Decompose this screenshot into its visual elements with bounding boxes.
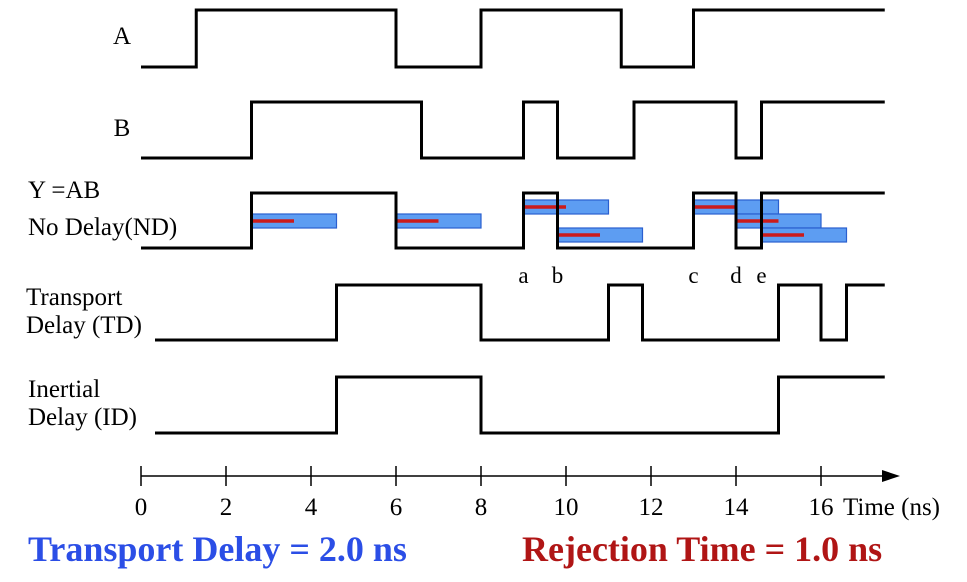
waveform-3 xyxy=(155,283,885,342)
axis-tick-label-2: 4 xyxy=(305,494,318,521)
axis-arrow-icon xyxy=(882,470,900,482)
axis-tick-label-6: 12 xyxy=(639,494,664,521)
axis-tick-label-3: 6 xyxy=(390,494,403,521)
signal-label-3-0: Transport xyxy=(26,284,122,311)
signal-label-2-0: Y =AB xyxy=(28,177,100,204)
axis-tick-label-4: 8 xyxy=(475,494,488,521)
waveform-4 xyxy=(155,375,885,435)
axis-label: Time (ns) xyxy=(843,494,940,521)
signal-label-1-0: B xyxy=(114,115,131,142)
delay-bars xyxy=(250,199,848,243)
event-label-d: d xyxy=(730,263,742,288)
signal-label-0-0: A xyxy=(113,23,131,50)
axis-tick-label-1: 2 xyxy=(220,494,233,521)
waveform-2 xyxy=(141,191,885,250)
axis-tick-label-5: 10 xyxy=(554,494,579,521)
signal-label-4-0: Inertial xyxy=(28,376,100,403)
transport-delay-caption: Transport Delay = 2.0 ns xyxy=(28,529,407,569)
time-axis: 0 2 4 6 8 10 12 14 16 Time (ns) xyxy=(135,466,940,521)
signal-label-4-1: Delay (ID) xyxy=(28,404,137,431)
waveforms xyxy=(141,8,885,435)
waveform-0 xyxy=(141,8,885,69)
axis-tick-label-7: 14 xyxy=(724,494,750,521)
axis-tick-label-0: 0 xyxy=(135,494,148,521)
rejection-time-caption: Rejection Time = 1.0 ns xyxy=(522,529,883,569)
axis-tick-label-8: 16 xyxy=(809,494,834,521)
event-label-c: c xyxy=(688,263,698,288)
event-label-a: a xyxy=(518,263,528,288)
waveform-1 xyxy=(141,100,885,160)
event-label-e: e xyxy=(756,263,766,288)
signal-label-2-1: No Delay(ND) xyxy=(28,214,177,241)
signal-label-3-1: Delay (TD) xyxy=(26,312,142,339)
event-label-b: b xyxy=(552,263,564,288)
